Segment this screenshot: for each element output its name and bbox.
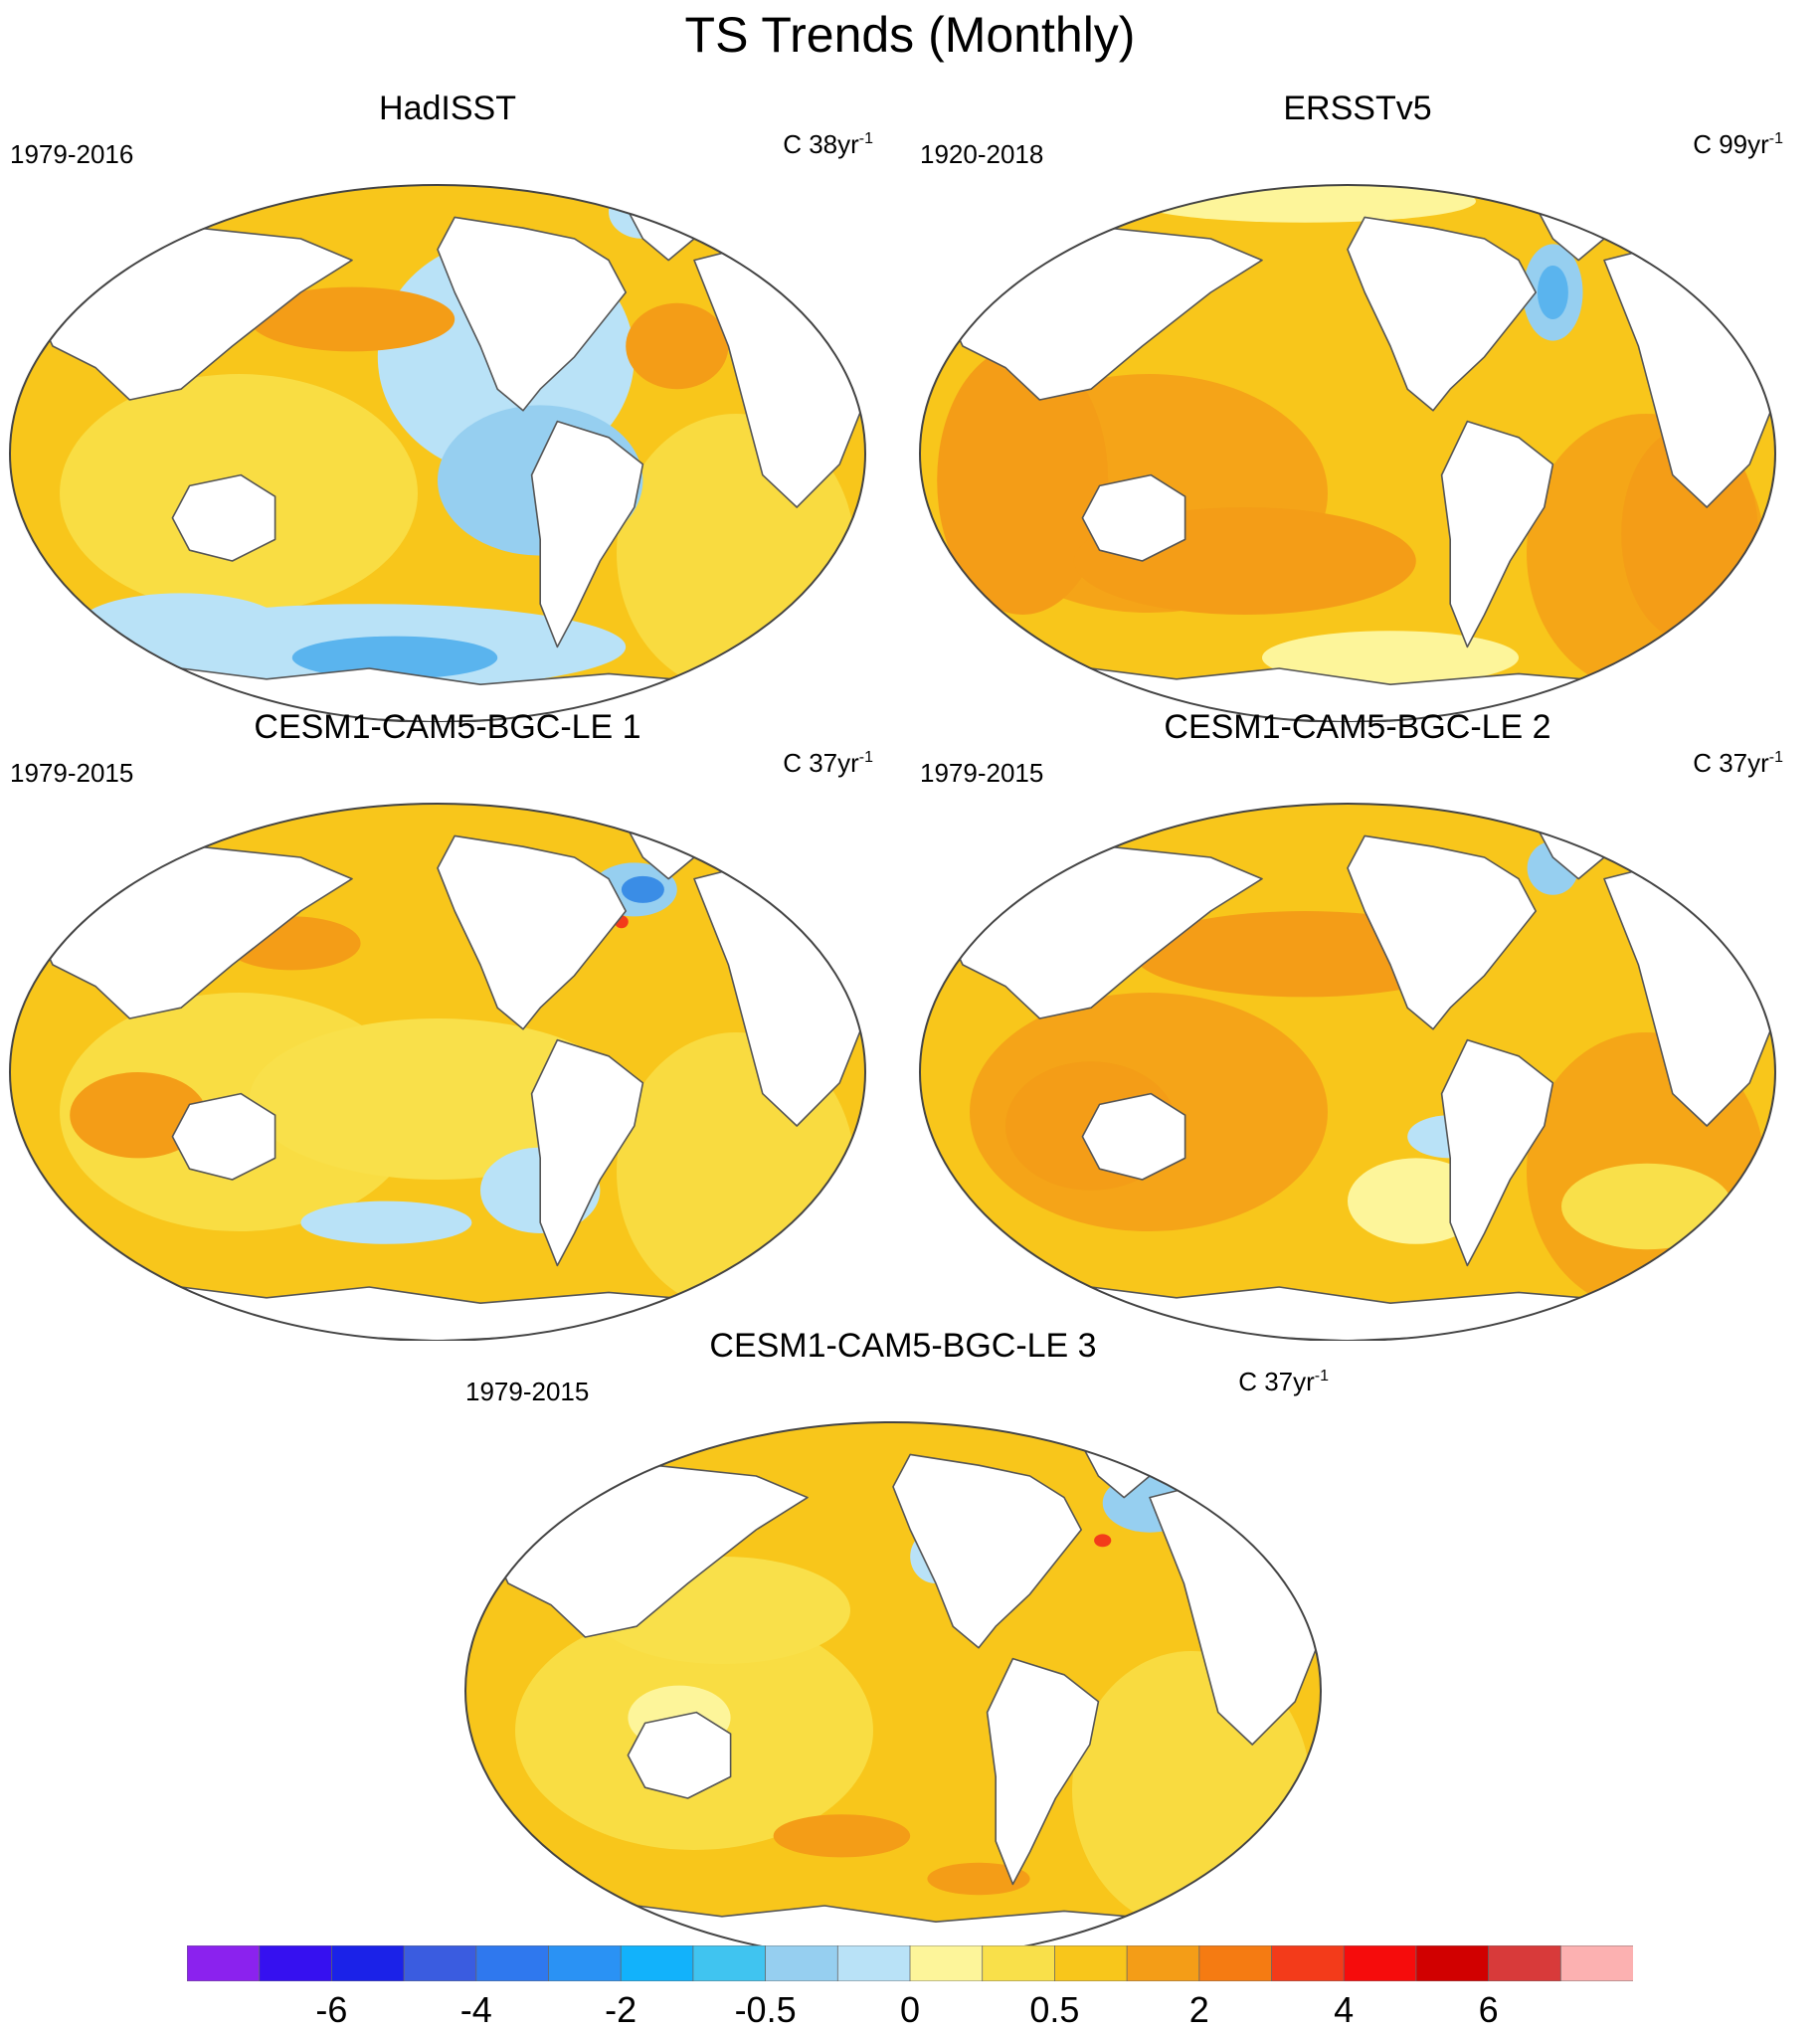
land-north-america — [1347, 216, 1537, 412]
units-label: C 37yr-1 — [1238, 1367, 1329, 1396]
colorbar-tick-label: 0.5 — [1029, 1989, 1080, 2030]
period-label: 1979-2015 — [920, 758, 1044, 788]
panel-title: CESM1-CAM5-BGC-LE 2 — [1164, 708, 1551, 746]
panel-title: CESM1-CAM5-BGC-LE 3 — [709, 1327, 1097, 1365]
colorbar-swatch — [475, 1945, 550, 1981]
map-panel-cesm-3: CESM1-CAM5-BGC-LE 3 1979-2015 C 37yr-1 — [455, 1327, 1351, 1959]
colorbar-tick-label: -0.5 — [734, 1989, 797, 2030]
anomaly-region — [249, 286, 455, 352]
land-australia — [1081, 1092, 1186, 1181]
colorbar-swatch — [259, 1945, 333, 1981]
colorbar-tick-label: -4 — [459, 1989, 492, 2030]
panel-title: HadISST — [379, 90, 516, 127]
colorbar-swatch — [1559, 1945, 1633, 1981]
map-canvas — [919, 184, 1776, 722]
map-panel-cesm-2: CESM1-CAM5-BGC-LE 2 1979-2015 C 37yr-1 — [910, 708, 1805, 1341]
land-australia — [171, 1092, 276, 1181]
anomaly-region — [773, 1814, 911, 1858]
colorbar-swatch — [1415, 1945, 1490, 1981]
colorbar-swatch — [548, 1945, 623, 1981]
anomaly-region — [1537, 266, 1568, 319]
land-north-america — [892, 1453, 1082, 1649]
map-canvas — [9, 803, 866, 1341]
colorbar-tick-label: 4 — [1334, 1989, 1355, 2030]
land-north-america — [437, 834, 627, 1030]
colorbar-swatch — [187, 1945, 261, 1981]
panel-title: ERSSTv5 — [1283, 90, 1432, 127]
map-outline — [919, 184, 1776, 722]
anomaly-region — [626, 302, 729, 390]
map-canvas — [919, 803, 1776, 1341]
units-label: C 38yr-1 — [783, 129, 873, 159]
colorbar-tick-label: -2 — [605, 1989, 637, 2030]
colorbar-swatch — [1054, 1945, 1129, 1981]
anomaly-region — [621, 875, 664, 903]
anomaly-region — [1561, 1163, 1732, 1250]
map-outline — [9, 184, 866, 722]
anomaly-region — [300, 1201, 472, 1244]
colorbar-swatch — [1488, 1945, 1562, 1981]
map-outline — [464, 1421, 1322, 1959]
period-label: 1979-2016 — [10, 139, 134, 169]
map-canvas — [9, 184, 866, 722]
period-label: 1920-2018 — [920, 139, 1044, 169]
map-canvas — [464, 1421, 1322, 1959]
land-south-america — [1440, 1038, 1554, 1267]
colorbar-swatch — [330, 1945, 405, 1981]
map-panel-ersstv5: ERSSTv5 1920-2018 C 99yr-1 — [910, 90, 1805, 722]
period-label: 1979-2015 — [465, 1377, 590, 1406]
anomaly-region — [291, 636, 498, 679]
colorbar-swatch — [765, 1945, 839, 1981]
colorbar-swatch — [1126, 1945, 1200, 1981]
land-north-america — [437, 216, 627, 412]
units-label: C 37yr-1 — [1693, 748, 1783, 778]
land-australia — [1081, 473, 1186, 562]
land-australia — [627, 1711, 732, 1799]
colorbar — [187, 1945, 1633, 1981]
anomaly-region — [927, 1862, 1030, 1896]
land-north-america — [1347, 834, 1537, 1030]
period-label: 1979-2015 — [10, 758, 134, 788]
colorbar-swatch — [692, 1945, 767, 1981]
colorbar-swatch — [836, 1945, 911, 1981]
main-title: TS Trends (Monthly) — [684, 7, 1136, 63]
map-panel-cesm-1: CESM1-CAM5-BGC-LE 1 1979-2015 C 37yr-1 — [0, 708, 895, 1341]
panel-title: CESM1-CAM5-BGC-LE 1 — [254, 708, 641, 746]
colorbar-swatch — [1271, 1945, 1346, 1981]
colorbar-swatch — [1343, 1945, 1417, 1981]
colorbar-swatch — [1198, 1945, 1273, 1981]
map-outline — [919, 803, 1776, 1341]
anomaly-region — [249, 1018, 627, 1180]
colorbar-swatch — [403, 1945, 477, 1981]
colorbar-tick-label: 0 — [899, 1989, 921, 2030]
units-label: C 37yr-1 — [783, 748, 873, 778]
anomaly-region — [937, 346, 1109, 615]
anomaly-region — [1262, 631, 1519, 685]
anomaly-region — [1094, 1534, 1112, 1548]
map-panel-hadisst: HadISST 1979-2016 C 38yr-1 — [0, 90, 895, 722]
land-south-america — [530, 1038, 644, 1267]
map-outline — [9, 803, 866, 1341]
units-label: C 99yr-1 — [1693, 129, 1783, 159]
colorbar-tick-label: -6 — [315, 1989, 348, 2030]
colorbar-swatch — [982, 1945, 1056, 1981]
land-south-america — [986, 1657, 1100, 1886]
colorbar-swatch — [620, 1945, 694, 1981]
land-australia — [171, 473, 276, 562]
colorbar-tick-label: 6 — [1478, 1989, 1499, 2030]
colorbar-tick-label: 2 — [1188, 1989, 1209, 2030]
land-south-america — [1440, 420, 1554, 648]
land-south-america — [530, 420, 644, 648]
colorbar-swatch — [909, 1945, 984, 1981]
